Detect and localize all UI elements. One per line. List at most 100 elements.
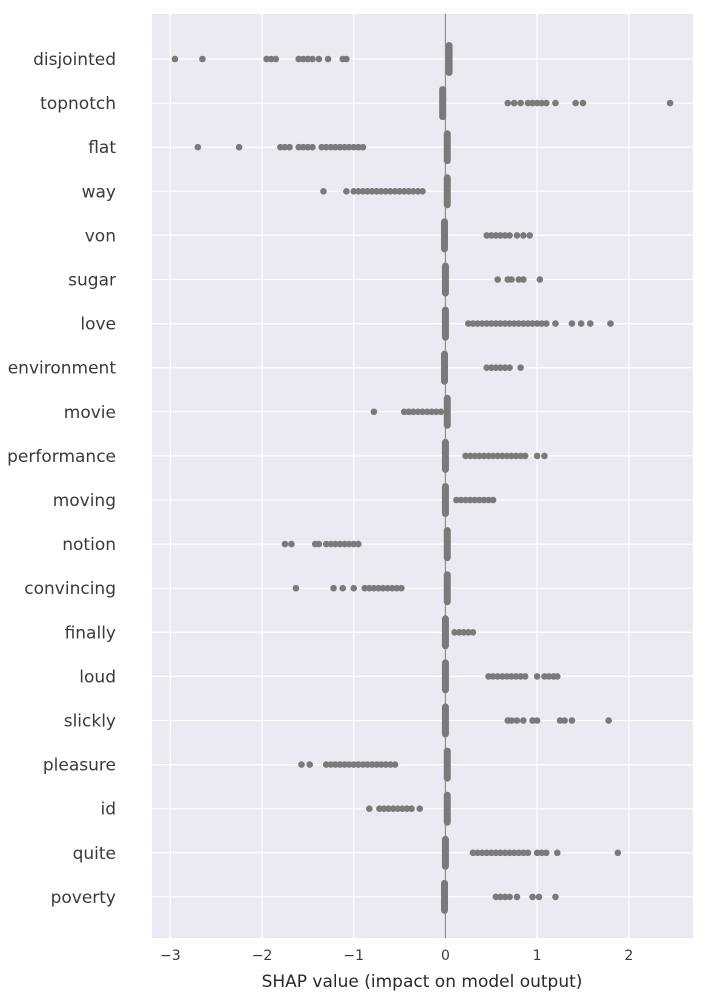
shap-point bbox=[517, 99, 524, 107]
shap-point bbox=[387, 761, 394, 768]
shap-point bbox=[471, 452, 479, 460]
shap-point bbox=[542, 99, 550, 107]
shap-point bbox=[299, 55, 307, 63]
shap-point bbox=[281, 143, 289, 151]
shap-point bbox=[480, 452, 488, 460]
zero-cluster bbox=[441, 438, 449, 473]
shap-point bbox=[552, 893, 559, 901]
shap-point bbox=[524, 849, 532, 857]
zero-cluster bbox=[441, 306, 449, 341]
shap-point bbox=[368, 188, 376, 195]
shap-point bbox=[341, 143, 348, 151]
shap-point bbox=[476, 496, 483, 504]
shap-point bbox=[399, 805, 406, 812]
shap-point bbox=[515, 849, 523, 857]
shap-point bbox=[327, 540, 335, 548]
feature-labels: disjointed topnotch flat way von sugar love env… bbox=[7, 50, 116, 908]
shap-point bbox=[538, 99, 546, 107]
shap-point bbox=[533, 717, 541, 724]
shap-point bbox=[304, 55, 312, 63]
shap-point bbox=[281, 540, 289, 548]
shap-point bbox=[501, 320, 509, 327]
zero-cluster bbox=[439, 86, 447, 121]
shap-point bbox=[512, 673, 520, 680]
shap-point bbox=[292, 584, 300, 592]
shap-point bbox=[385, 805, 392, 812]
shap-point bbox=[332, 143, 339, 151]
shap-point bbox=[508, 276, 515, 283]
feature-label: von bbox=[85, 226, 116, 246]
x-tick-label: 0 bbox=[441, 948, 450, 964]
shap-point bbox=[492, 849, 500, 857]
shap-point bbox=[355, 143, 362, 151]
shap-point bbox=[553, 673, 561, 680]
shap-point bbox=[513, 717, 521, 724]
shap-point bbox=[359, 188, 367, 195]
shap-point bbox=[538, 849, 546, 857]
zero-cluster bbox=[441, 703, 449, 738]
shap-point bbox=[376, 805, 383, 812]
feature-label: quite bbox=[73, 844, 116, 864]
zero-cluster bbox=[441, 835, 449, 870]
feature-label: loud bbox=[79, 667, 116, 687]
shap-point bbox=[497, 849, 504, 857]
shap-point bbox=[465, 629, 472, 636]
zero-cluster bbox=[441, 483, 449, 517]
shap-point bbox=[501, 893, 509, 901]
shap-point bbox=[361, 584, 369, 592]
shap-point bbox=[508, 452, 515, 460]
shap-point bbox=[535, 893, 543, 901]
shap-point bbox=[332, 540, 339, 548]
shap-point bbox=[345, 540, 353, 548]
shap-point bbox=[512, 452, 520, 460]
feature-label: poverty bbox=[51, 888, 116, 908]
shap-point bbox=[423, 408, 431, 416]
shap-point bbox=[508, 717, 515, 724]
shap-point bbox=[410, 408, 417, 416]
shap-point bbox=[556, 717, 564, 724]
shap-point bbox=[453, 496, 460, 504]
shap-point bbox=[506, 320, 513, 327]
shap-point bbox=[466, 496, 474, 504]
shap-point bbox=[263, 55, 270, 63]
shap-point bbox=[388, 584, 396, 592]
shap-point bbox=[515, 320, 523, 327]
shap-point bbox=[462, 496, 469, 504]
shap-point bbox=[474, 849, 481, 857]
feature-label: environment bbox=[8, 359, 117, 379]
feature-label: slickly bbox=[64, 712, 116, 732]
x-axis-ticks: −3 −2 −1 0 1 2 bbox=[160, 948, 633, 964]
x-tick-label: −2 bbox=[252, 948, 273, 964]
shap-point bbox=[494, 673, 501, 680]
shap-point bbox=[469, 849, 477, 857]
shap-point bbox=[391, 188, 399, 195]
shap-point bbox=[382, 188, 390, 195]
shap-point bbox=[306, 761, 314, 768]
shap-point bbox=[396, 188, 403, 195]
shap-point bbox=[194, 143, 202, 151]
shap-point bbox=[517, 673, 524, 680]
shap-point bbox=[350, 761, 358, 768]
shap-point bbox=[485, 496, 492, 504]
shap-point bbox=[520, 232, 527, 239]
shap-point bbox=[345, 761, 353, 768]
shap-point bbox=[451, 629, 458, 636]
shap-point bbox=[521, 452, 529, 460]
shap-point bbox=[533, 320, 541, 327]
shap-point bbox=[492, 232, 500, 239]
shap-point bbox=[541, 673, 548, 680]
shap-point bbox=[492, 364, 500, 372]
zero-cluster bbox=[441, 879, 449, 914]
shap-point bbox=[355, 188, 362, 195]
shap-point bbox=[336, 761, 344, 768]
shap-point bbox=[414, 188, 422, 195]
shap-point bbox=[377, 188, 385, 195]
shap-point bbox=[492, 893, 500, 901]
shap-point bbox=[298, 761, 305, 768]
shap-point bbox=[315, 55, 323, 63]
shap-point bbox=[428, 408, 435, 416]
shap-point bbox=[382, 761, 390, 768]
shap-point bbox=[510, 320, 518, 327]
shap-point bbox=[506, 893, 513, 901]
shap-point bbox=[498, 452, 506, 460]
